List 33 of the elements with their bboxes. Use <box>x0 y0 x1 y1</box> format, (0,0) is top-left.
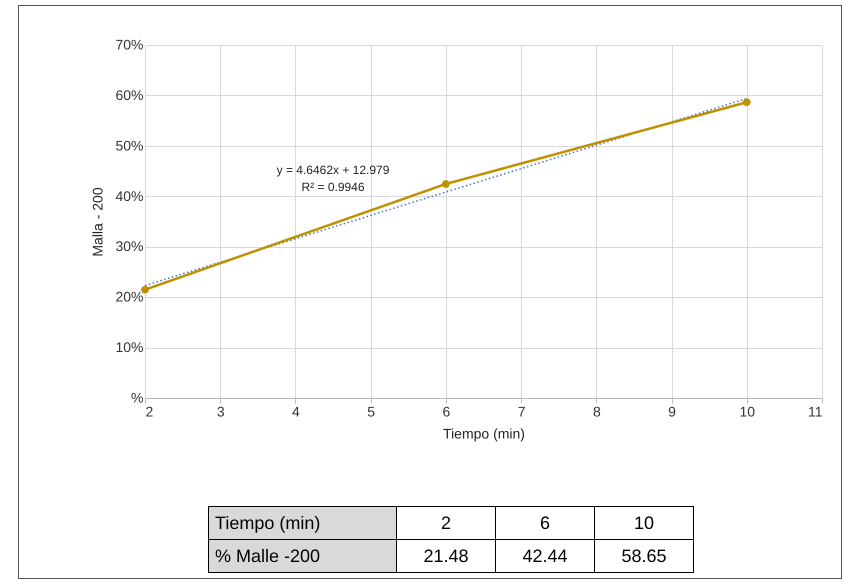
y-tick-label: 10% <box>115 339 144 356</box>
y-tick-label: 20% <box>115 288 144 305</box>
annotation: R² = 0.9946 <box>301 180 365 194</box>
text: 21.48 <box>396 540 496 572</box>
point <box>141 286 149 294</box>
x-tick-label: 2 <box>146 404 154 420</box>
y-tick-label: 40% <box>115 188 144 204</box>
y-tick-label: 30% <box>115 238 144 254</box>
y-axis-title: Malla - 200 <box>89 187 106 257</box>
x-axis-title: Tiempo (min) <box>443 426 525 442</box>
x-tick-label: 11 <box>808 404 823 420</box>
x-tick-label: 7 <box>518 404 526 420</box>
text: 10 <box>594 506 694 540</box>
text: 42.44 <box>496 540 594 572</box>
x-tick-label: 3 <box>216 404 225 420</box>
y-tick-label: 70% <box>115 36 144 52</box>
x-tick-label: 8 <box>592 404 601 420</box>
text: Tiempo (min) <box>208 506 396 540</box>
y-tick-label: 60% <box>115 86 144 103</box>
x-tick-label: 4 <box>292 404 300 420</box>
point <box>742 98 751 106</box>
text: 58.65 <box>594 540 694 572</box>
x-tick-label: 6 <box>442 404 450 420</box>
text: 6 <box>496 506 594 540</box>
x-tick-label: 10 <box>739 404 756 420</box>
y-tick-label: 50% <box>115 137 144 154</box>
text: % Malle -200 <box>208 540 396 572</box>
point <box>442 180 450 188</box>
annotation: y = 4.6462x + 12.979 <box>276 163 390 177</box>
y-tick-label: % <box>131 390 144 406</box>
x-tick-label: 5 <box>367 404 376 420</box>
text: 2 <box>396 506 496 540</box>
x-tick-label: 9 <box>668 404 676 420</box>
